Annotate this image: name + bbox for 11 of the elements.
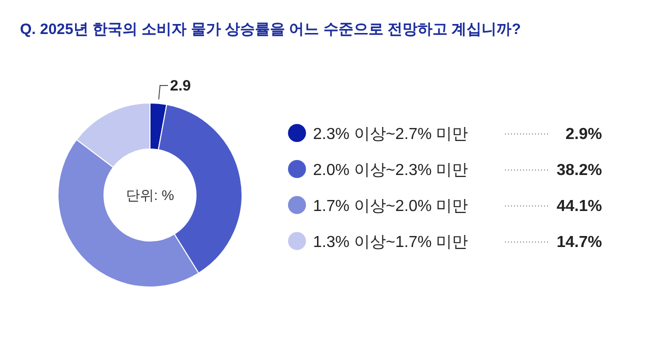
data-label: 44.1% (556, 198, 602, 215)
data-label: 14.7% (556, 234, 602, 251)
text: 단위: % (126, 187, 174, 203)
chart-title: Q. 2025년 한국의 소비자 물가 상승률을 어느 수준으로 전망하고 계십니까? (20, 21, 521, 38)
legend-label: 1.3% 이상~1.7% 미만 (313, 234, 468, 251)
data-label: 38.2% (556, 162, 602, 179)
data-label: 2.9% (566, 126, 602, 143)
legend-label: 2.3% 이상~2.7% 미만 (313, 126, 468, 143)
legend-label: 1.7% 이상~2.0% 미만 (313, 198, 468, 215)
text: 2.9 (170, 77, 191, 94)
legend-label: 2.0% 이상~2.3% 미만 (313, 162, 468, 179)
